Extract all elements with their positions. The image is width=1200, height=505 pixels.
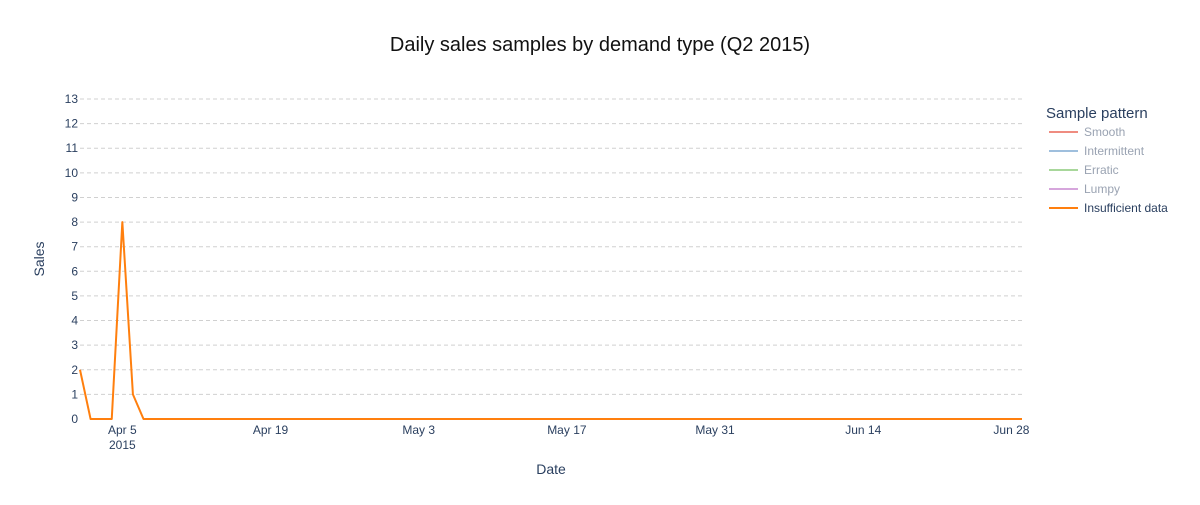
series-line-insufficient-data — [79, 221, 1022, 420]
x-tick-label: Jun 28 — [993, 423, 1029, 437]
y-tick-label: 8 — [71, 215, 78, 229]
y-tick-label: 13 — [65, 92, 79, 106]
x-axis-label: Date — [536, 461, 566, 477]
series-lines — [79, 221, 1022, 420]
legend-label: Insufficient data — [1084, 201, 1168, 215]
y-tick-label: 1 — [71, 387, 78, 401]
legend-item-intermittent[interactable]: Intermittent — [1049, 144, 1145, 158]
y-tick-label: 12 — [65, 117, 79, 131]
x-tick-label: May 3 — [402, 423, 435, 437]
legend[interactable]: Sample pattern Smooth Intermittent Erratic… — [1046, 105, 1168, 215]
y-tick-label: 9 — [71, 190, 78, 204]
legend-label: Erratic — [1084, 163, 1119, 177]
chart-title: Daily sales samples by demand type (Q2 2… — [390, 34, 810, 56]
y-tick-label: 3 — [71, 338, 78, 352]
legend-label: Smooth — [1084, 125, 1125, 139]
legend-item-insufficient-data[interactable]: Insufficient data — [1049, 201, 1168, 215]
x-tick-label: Apr 5 — [108, 423, 137, 437]
y-tick-label: 7 — [71, 240, 78, 254]
legend-item-erratic[interactable]: Erratic — [1049, 163, 1119, 177]
y-tick-label: 10 — [65, 166, 79, 180]
x-tick-label: Jun 14 — [845, 423, 881, 437]
x-tick-label: Apr 19 — [253, 423, 289, 437]
y-tick-label: 0 — [71, 412, 78, 426]
legend-label: Lumpy — [1084, 182, 1120, 196]
legend-item-lumpy[interactable]: Lumpy — [1049, 182, 1120, 196]
y-tick-label: 6 — [71, 264, 78, 278]
legend-item-smooth[interactable]: Smooth — [1049, 125, 1125, 139]
gridlines — [80, 98, 1022, 395]
y-tick-label: 4 — [71, 314, 78, 328]
y-axis-label: Sales — [31, 241, 47, 276]
x-tick-sublabel: 2015 — [109, 438, 136, 452]
x-tick-label: May 17 — [547, 423, 587, 437]
x-tick-label: May 31 — [695, 423, 735, 437]
legend-title: Sample pattern — [1046, 105, 1148, 122]
y-tick-label: 11 — [66, 141, 79, 155]
legend-label: Intermittent — [1084, 144, 1145, 158]
y-tick-label: 5 — [71, 289, 78, 303]
y-tick-label: 2 — [71, 363, 78, 377]
